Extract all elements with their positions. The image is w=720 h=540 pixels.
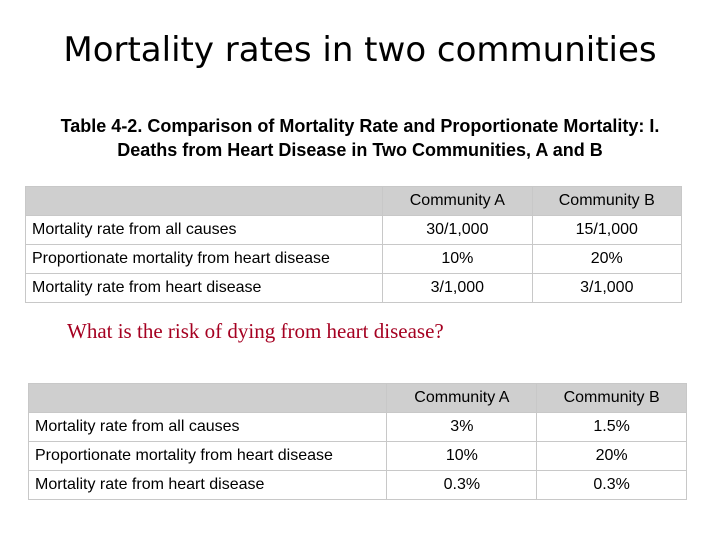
table-row: Mortality rate from heart disease 3/1,00… (24, 273, 683, 303)
caption-line-1: Table 4-2. Comparison of Mortality Rate … (60, 116, 660, 136)
table-row: Mortality rate from all causes 30/1,000 … (24, 215, 683, 245)
row-label: Proportionate mortality from heart disea… (24, 244, 384, 274)
cell-community-b: 3/1,000 (531, 273, 683, 303)
cell-community-a: 10% (382, 244, 533, 274)
row-label: Mortality rate from all causes (24, 215, 384, 245)
row-label: Mortality rate from all causes (27, 412, 388, 442)
cell-community-a: 3% (386, 412, 538, 442)
mortality-table-1: Community A Community B Mortality rate f… (24, 186, 683, 303)
slide-title: Mortality rates in two communities (63, 30, 657, 70)
row-label: Mortality rate from heart disease (27, 470, 388, 500)
cell-community-a: 10% (386, 441, 538, 471)
row-label: Mortality rate from heart disease (24, 273, 384, 303)
row-label: Proportionate mortality from heart disea… (27, 441, 388, 471)
caption-line-2: Deaths from Heart Disease in Two Communi… (117, 140, 603, 160)
header-blank-cell (24, 186, 384, 216)
cell-community-a: 0.3% (386, 470, 538, 500)
table-header-row: Community A Community B (24, 186, 683, 216)
header-community-a: Community A (386, 383, 538, 413)
table-row: Proportionate mortality from heart disea… (24, 244, 683, 274)
cell-community-b: 1.5% (536, 412, 687, 442)
header-community-a: Community A (382, 186, 533, 216)
cell-community-b: 20% (536, 441, 687, 471)
table-row: Mortality rate from all causes 3% 1.5% (27, 412, 687, 442)
table-header-row: Community A Community B (27, 383, 687, 413)
header-community-b: Community B (536, 383, 687, 413)
mortality-table-2: Community A Community B Mortality rate f… (27, 383, 687, 500)
table-row: Proportionate mortality from heart disea… (27, 441, 687, 471)
question-text: What is the risk of dying from heart dis… (67, 319, 444, 343)
cell-community-a: 30/1,000 (382, 215, 533, 245)
table-row: Mortality rate from heart disease 0.3% 0… (27, 470, 687, 500)
cell-community-b: 20% (531, 244, 683, 274)
cell-community-b: 0.3% (536, 470, 687, 500)
cell-community-a: 3/1,000 (382, 273, 533, 303)
cell-community-b: 15/1,000 (531, 215, 683, 245)
header-community-b: Community B (531, 186, 683, 216)
header-blank-cell (27, 383, 388, 413)
table-caption: Table 4-2. Comparison of Mortality Rate … (20, 114, 700, 162)
